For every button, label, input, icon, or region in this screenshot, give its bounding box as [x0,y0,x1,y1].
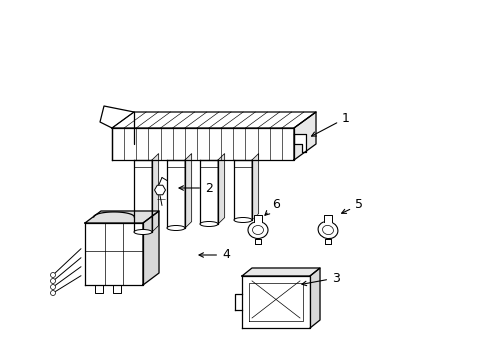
Circle shape [50,291,55,296]
Polygon shape [242,276,309,328]
Ellipse shape [247,221,267,238]
Polygon shape [235,294,242,310]
Ellipse shape [134,230,152,234]
Polygon shape [242,268,319,276]
Text: 4: 4 [199,248,229,261]
Polygon shape [85,211,159,223]
Text: 6: 6 [264,198,279,215]
Circle shape [50,284,55,289]
Text: 1: 1 [311,112,349,136]
Polygon shape [112,128,293,160]
Polygon shape [142,211,159,285]
Ellipse shape [234,217,251,222]
Polygon shape [234,160,251,220]
Polygon shape [112,112,315,128]
Text: 5: 5 [341,198,362,213]
Polygon shape [218,154,224,224]
Polygon shape [309,268,319,328]
Polygon shape [152,154,158,232]
Polygon shape [113,285,121,293]
Ellipse shape [200,221,218,226]
Polygon shape [251,154,258,220]
Ellipse shape [167,225,184,230]
Polygon shape [95,285,103,293]
Polygon shape [184,154,191,228]
Polygon shape [253,215,262,221]
Text: 2: 2 [179,181,212,194]
Polygon shape [85,223,142,285]
Polygon shape [200,160,218,224]
Polygon shape [324,215,331,221]
Ellipse shape [317,221,337,239]
Polygon shape [293,112,315,160]
Polygon shape [293,134,305,152]
Ellipse shape [322,225,333,235]
Circle shape [50,273,55,278]
Polygon shape [167,160,184,228]
Ellipse shape [252,225,263,234]
Text: 3: 3 [301,271,339,285]
Circle shape [50,279,55,284]
Polygon shape [134,160,152,232]
